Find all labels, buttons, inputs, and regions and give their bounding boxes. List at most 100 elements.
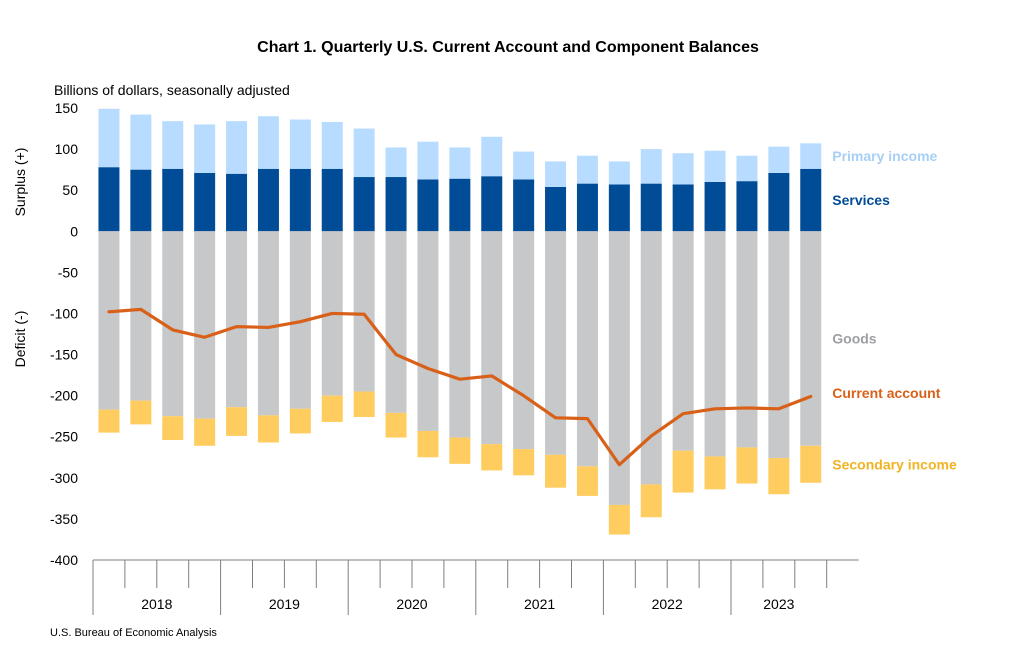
goods-bar <box>513 231 535 450</box>
deficit-axis-label: Deficit (-) <box>12 311 28 368</box>
services-bar <box>545 186 567 232</box>
goods-bar <box>640 231 662 485</box>
y-tick-label: -300 <box>50 470 78 486</box>
services-bar <box>576 183 598 232</box>
primary-income-bar <box>800 143 822 169</box>
primary-income-bar <box>417 141 439 180</box>
primary-income-bar <box>513 151 535 180</box>
primary-income-bar <box>257 116 279 169</box>
services-bar <box>608 184 630 232</box>
year-label: 2021 <box>524 596 555 612</box>
primary-income-series-label: Primary income <box>832 148 937 164</box>
secondary-income-bar <box>768 458 790 495</box>
goods-bar <box>226 231 248 408</box>
primary-income-bar <box>353 128 375 178</box>
primary-income-bar <box>226 121 248 174</box>
goods-bar <box>576 231 598 467</box>
series-labels: Services Primary income Goods Secondary inc… <box>832 148 957 472</box>
secondary-income-bar <box>736 447 758 484</box>
secondary-income-bar <box>704 456 726 490</box>
y-tick-label: -250 <box>50 429 78 445</box>
y-tick-label: -200 <box>50 388 78 404</box>
primary-income-bar <box>289 119 311 169</box>
secondary-income-bar <box>321 395 343 422</box>
primary-income-bar <box>481 136 503 177</box>
services-bar <box>704 181 726 232</box>
secondary-income-bar <box>162 416 184 441</box>
services-bar <box>449 178 471 232</box>
secondary-income-bar <box>257 415 279 443</box>
primary-income-bar <box>704 150 726 182</box>
y-tick-label: -100 <box>50 305 78 321</box>
year-label: 2022 <box>652 596 683 612</box>
primary-income-bar <box>449 147 471 179</box>
goods-bar <box>130 231 152 401</box>
primary-income-bar <box>98 108 120 168</box>
services-bar <box>162 168 184 232</box>
current-account-series-label: Current account <box>832 385 940 401</box>
primary-income-bar <box>545 161 567 187</box>
services-bar <box>800 168 822 232</box>
services-bar <box>226 173 248 232</box>
primary-income-bar <box>130 114 152 170</box>
year-label: 2023 <box>763 596 794 612</box>
primary-income-bar <box>672 153 694 185</box>
secondary-income-bar <box>289 408 311 434</box>
services-bar <box>98 167 120 232</box>
goods-bar <box>545 231 567 455</box>
secondary-income-bar <box>640 484 662 518</box>
secondary-income-bar <box>417 430 439 458</box>
goods-bar <box>353 231 375 392</box>
services-bar <box>736 181 758 232</box>
y-tick-label: 150 <box>55 100 79 116</box>
primary-income-bar <box>162 121 184 169</box>
secondary-income-bar <box>449 437 471 464</box>
goods-bar <box>481 231 503 445</box>
goods-series-label: Goods <box>832 331 877 347</box>
secondary-income-bar <box>194 418 216 446</box>
axis-layer: 150 100 50 0 -50 -100 -150 -200 -250 -300 -350 -400… <box>50 100 859 615</box>
services-series-label: Services <box>832 192 890 208</box>
y-tick-label: -50 <box>58 264 78 280</box>
secondary-income-bar <box>481 444 503 471</box>
year-label: 2020 <box>396 596 427 612</box>
secondary-income-bar <box>800 445 822 483</box>
secondary-income-series-label: Secondary income <box>832 456 957 472</box>
services-bar <box>640 183 662 232</box>
secondary-income-bar <box>226 407 248 436</box>
chart-title: Chart 1. Quarterly U.S. Current Account … <box>257 39 759 56</box>
secondary-income-bar <box>130 400 152 425</box>
y-tick-label: -400 <box>50 552 78 568</box>
services-bar <box>353 177 375 232</box>
source-note: U.S. Bureau of Economic Analysis <box>50 627 217 639</box>
y-tick-label: 50 <box>62 182 78 198</box>
primary-income-bar <box>736 155 758 182</box>
services-bar <box>257 168 279 232</box>
primary-income-bar <box>640 149 662 184</box>
goods-bar <box>449 231 471 438</box>
year-label: 2019 <box>269 596 300 612</box>
goods-bar <box>194 231 216 419</box>
goods-bar <box>800 231 822 446</box>
services-bar <box>768 172 790 232</box>
goods-bar <box>608 231 630 505</box>
secondary-income-bar <box>98 409 120 433</box>
services-bar <box>194 172 216 232</box>
goods-bar <box>672 231 694 451</box>
services-bar <box>289 168 311 232</box>
year-label: 2018 <box>141 596 172 612</box>
services-bar <box>321 168 343 232</box>
goods-bar <box>704 231 726 457</box>
secondary-income-bar <box>385 412 407 438</box>
y-tick-label: -150 <box>50 347 78 363</box>
bars-layer <box>98 108 822 535</box>
secondary-income-bar <box>545 454 567 488</box>
services-bar <box>385 177 407 232</box>
goods-bar <box>417 231 439 431</box>
goods-bar <box>385 231 407 413</box>
secondary-income-bar <box>576 466 598 496</box>
primary-income-bar <box>608 161 630 185</box>
goods-bar <box>768 231 790 459</box>
